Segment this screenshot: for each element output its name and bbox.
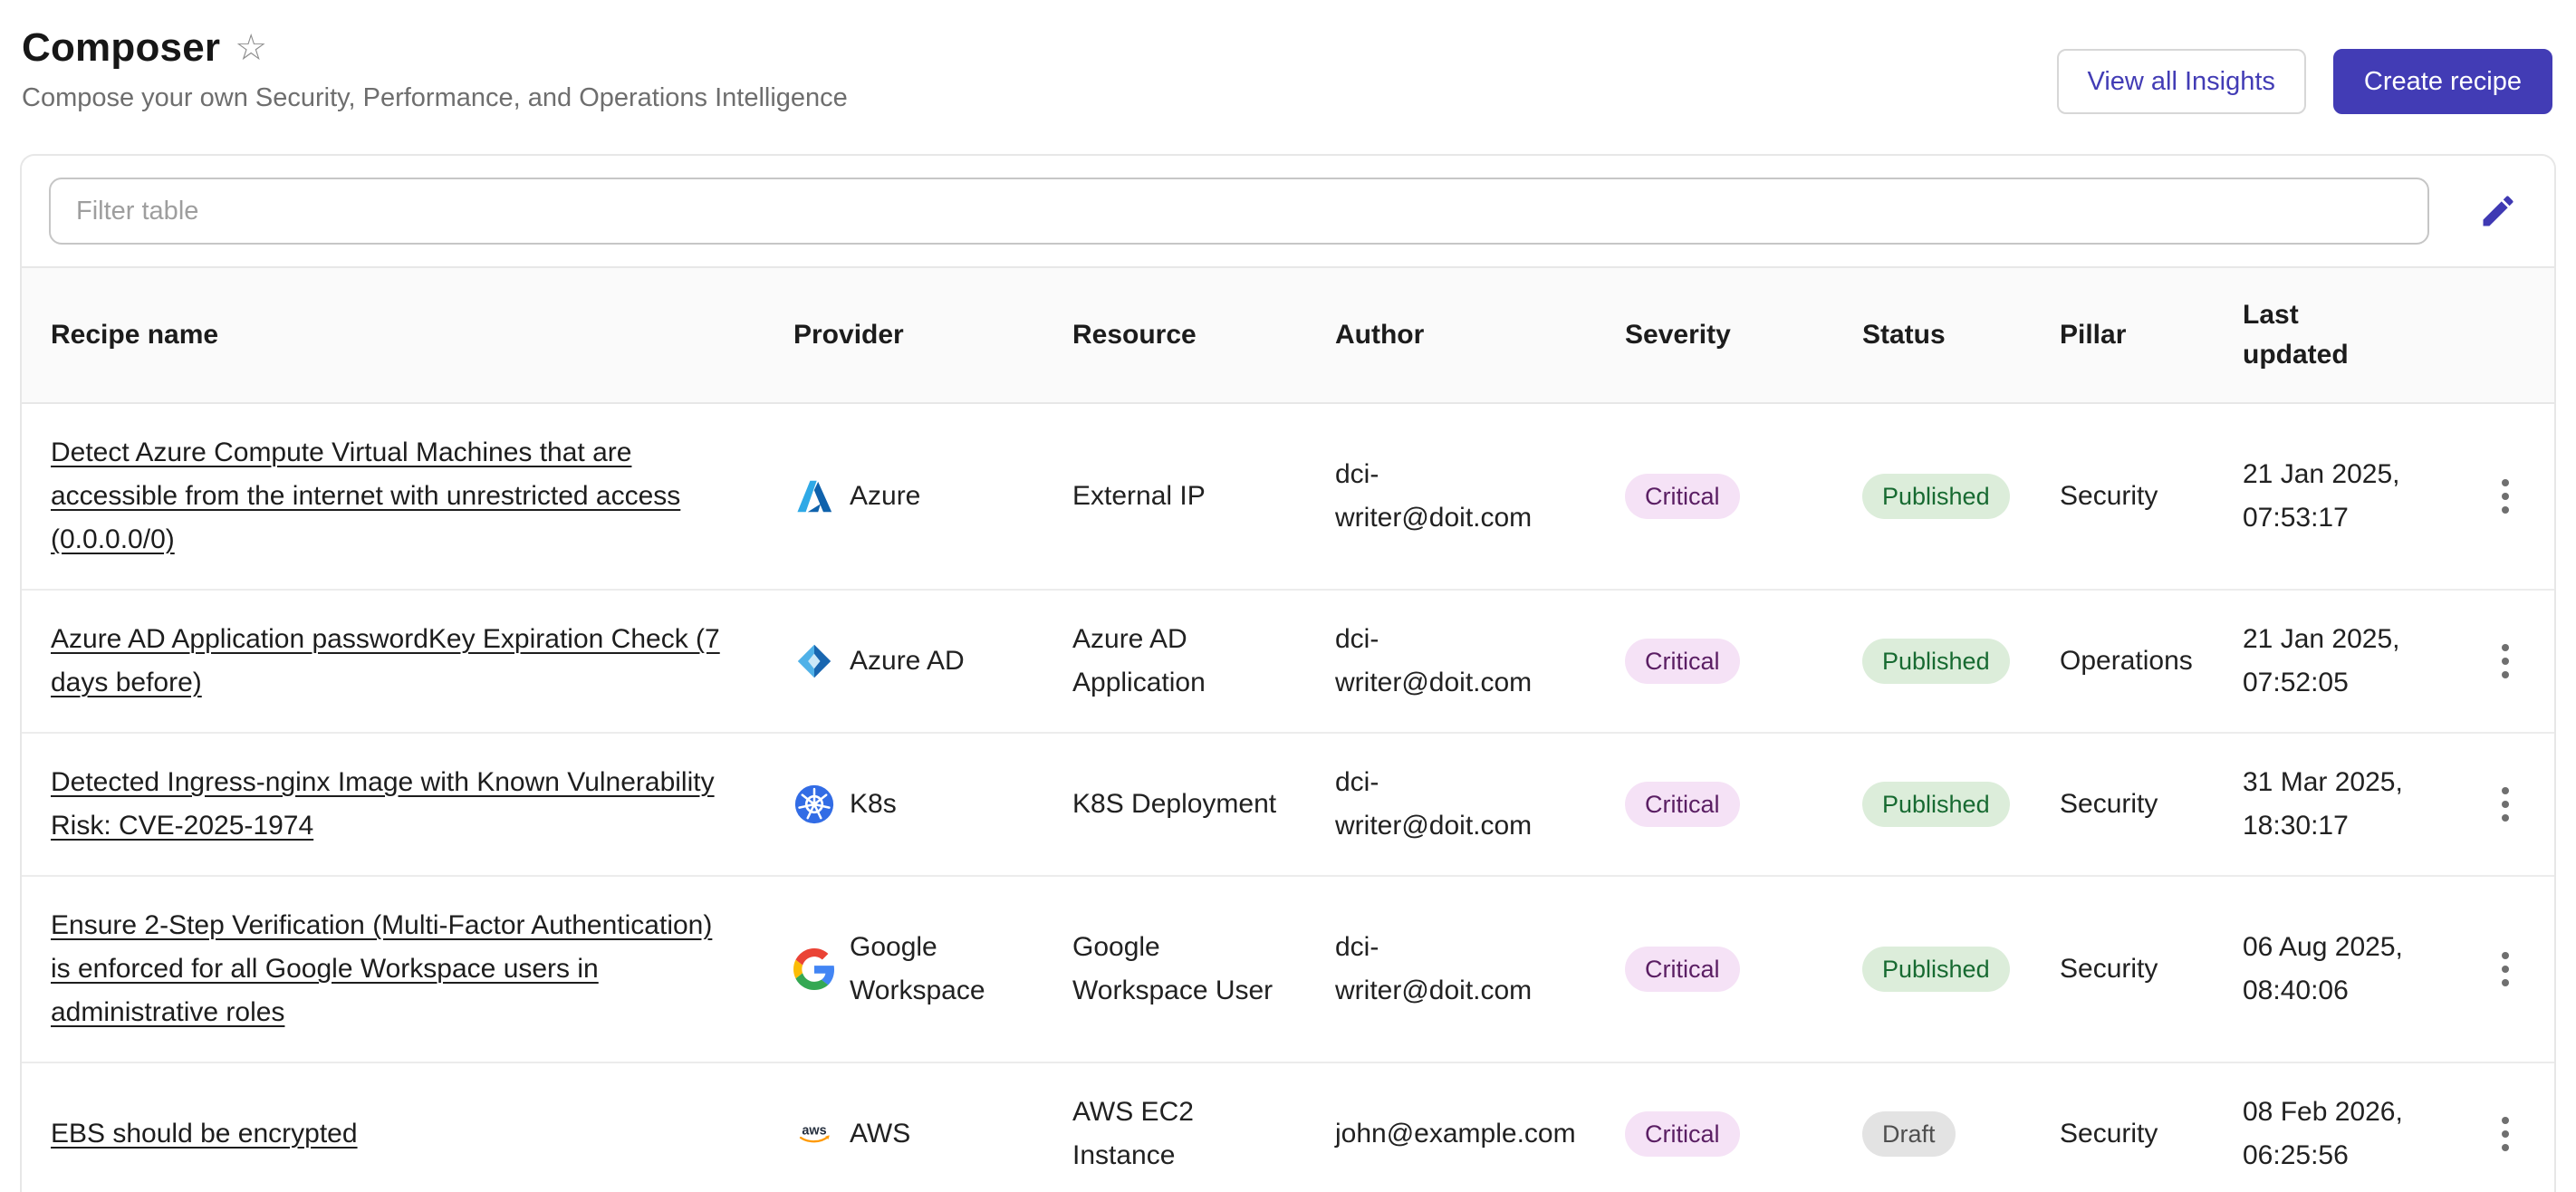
column-header-pillar: Pillar [2031, 268, 2214, 404]
severity-badge: Critical [1625, 1111, 1740, 1157]
favorite-star-icon[interactable]: ☆ [235, 27, 268, 69]
provider-label: Azure [850, 481, 921, 511]
pencil-icon [2483, 196, 2514, 226]
recipe-name-link[interactable]: Azure AD Application passwordKey Expirat… [51, 624, 720, 697]
table-row: EBS should be encrypted aws AWS AWS EC2 … [22, 1062, 2554, 1192]
column-header-severity: Severity [1596, 268, 1833, 404]
azure-ad-icon [797, 644, 831, 678]
resource-cell: K8S Deployment [1043, 733, 1306, 877]
provider-label: Azure AD [850, 646, 965, 676]
resource-cell: Google Workspace User [1043, 876, 1306, 1063]
last-updated-cell: 06 Aug 2025, 08:40:06 [2214, 876, 2449, 1063]
table-row: Detect Azure Compute Virtual Machines th… [22, 403, 2554, 591]
table-row: Detected Ingress-nginx Image with Known … [22, 733, 2554, 877]
table-row: Ensure 2-Step Verification (Multi-Factor… [22, 876, 2554, 1063]
author-cell: dci-writer@doit.com [1306, 876, 1596, 1063]
table-row: Azure AD Application passwordKey Expirat… [22, 590, 2554, 734]
filter-row [22, 156, 2554, 268]
create-recipe-button[interactable]: Create recipe [2332, 49, 2552, 114]
pillar-cell: Security [2031, 876, 2214, 1063]
k8s-icon [794, 784, 834, 824]
column-header-author: Author [1306, 268, 1596, 404]
google-workspace-icon [793, 948, 835, 990]
provider-cell: Google Workspace [793, 926, 1014, 1013]
status-badge: Published [1862, 639, 2010, 684]
resource-cell: AWS EC2 Instance [1043, 1062, 1306, 1192]
author-cell: dci-writer@doit.com [1306, 590, 1596, 734]
last-updated-cell: 31 Mar 2025, 18:30:17 [2214, 733, 2449, 877]
recipe-name-link[interactable]: Ensure 2-Step Verification (Multi-Factor… [51, 910, 713, 1027]
svg-text:aws: aws [802, 1124, 826, 1139]
row-actions-button[interactable] [2478, 1107, 2533, 1161]
view-all-insights-button[interactable]: View all Insights [2056, 49, 2306, 114]
column-header-recipe-name: Recipe name [22, 268, 764, 404]
column-header-resource: Resource [1043, 268, 1306, 404]
provider-label: AWS [850, 1119, 911, 1149]
provider-cell: aws AWS [793, 1112, 1014, 1156]
row-actions-button[interactable] [2478, 634, 2533, 688]
last-updated-cell: 21 Jan 2025, 07:53:17 [2214, 403, 2449, 591]
author-cell: dci-writer@doit.com [1306, 403, 1596, 591]
last-updated-cell: 08 Feb 2026, 06:25:56 [2214, 1062, 2449, 1192]
table-header: Recipe name Provider Resource Author Sev… [22, 268, 2554, 404]
page-header: Composer ☆ Compose your own Security, Pe… [0, 0, 2576, 114]
recipe-name-link[interactable]: Detect Azure Compute Virtual Machines th… [51, 437, 681, 554]
provider-icon-wrap [793, 783, 835, 825]
azure-icon [797, 480, 832, 513]
provider-cell: Azure [793, 475, 1014, 518]
recipes-table: Recipe name Provider Resource Author Sev… [22, 268, 2554, 1192]
filter-table-input[interactable] [49, 178, 2429, 245]
column-header-status: Status [1833, 268, 2031, 404]
author-cell: john@example.com [1306, 1062, 1596, 1192]
page-title: Composer [22, 25, 221, 70]
recipe-name-link[interactable]: Detected Ingress-nginx Image with Known … [51, 767, 715, 841]
provider-icon-wrap [793, 640, 835, 682]
last-updated-cell: 21 Jan 2025, 07:52:05 [2214, 590, 2449, 734]
kebab-icon [2502, 1117, 2509, 1124]
page-subtitle: Compose your own Security, Performance, … [22, 83, 848, 112]
severity-badge: Critical [1625, 639, 1740, 684]
status-badge: Published [1862, 474, 2010, 519]
recipe-name-link[interactable]: EBS should be encrypted [51, 1119, 358, 1149]
severity-badge: Critical [1625, 474, 1740, 519]
recipes-card: Recipe name Provider Resource Author Sev… [20, 154, 2556, 1192]
provider-cell: Azure AD [793, 639, 1014, 683]
table-body: Detect Azure Compute Virtual Machines th… [22, 403, 2554, 1192]
status-badge: Draft [1862, 1111, 1956, 1157]
severity-badge: Critical [1625, 782, 1740, 827]
resource-cell: External IP [1043, 403, 1306, 591]
status-badge: Published [1862, 947, 2010, 992]
pillar-cell: Security [2031, 1062, 2214, 1192]
provider-icon-wrap: aws [793, 1113, 835, 1155]
kebab-icon [2502, 787, 2509, 794]
kebab-icon [2502, 952, 2509, 959]
resource-cell: Azure AD Application [1043, 590, 1306, 734]
provider-icon-wrap [793, 948, 835, 990]
provider-label: K8s [850, 789, 897, 819]
row-actions-button[interactable] [2478, 777, 2533, 832]
status-badge: Published [1862, 782, 2010, 827]
provider-cell: K8s [793, 783, 1014, 826]
column-header-actions [2449, 268, 2554, 404]
pillar-cell: Security [2031, 403, 2214, 591]
kebab-icon [2502, 644, 2509, 651]
provider-icon-wrap [793, 476, 835, 517]
pillar-cell: Security [2031, 733, 2214, 877]
kebab-icon [2502, 479, 2509, 486]
header-actions: View all Insights Create recipe [2056, 49, 2552, 114]
author-cell: dci-writer@doit.com [1306, 733, 1596, 877]
column-header-provider: Provider [764, 268, 1043, 404]
column-header-last-updated: Last updated [2214, 268, 2449, 404]
title-block: Composer ☆ Compose your own Security, Pe… [22, 25, 848, 113]
pillar-cell: Operations [2031, 590, 2214, 734]
severity-badge: Critical [1625, 947, 1740, 992]
edit-columns-button[interactable] [2469, 182, 2527, 240]
provider-label: Google Workspace [850, 932, 985, 1005]
aws-icon: aws [799, 1124, 830, 1143]
row-actions-button[interactable] [2478, 469, 2533, 524]
row-actions-button[interactable] [2478, 942, 2533, 996]
